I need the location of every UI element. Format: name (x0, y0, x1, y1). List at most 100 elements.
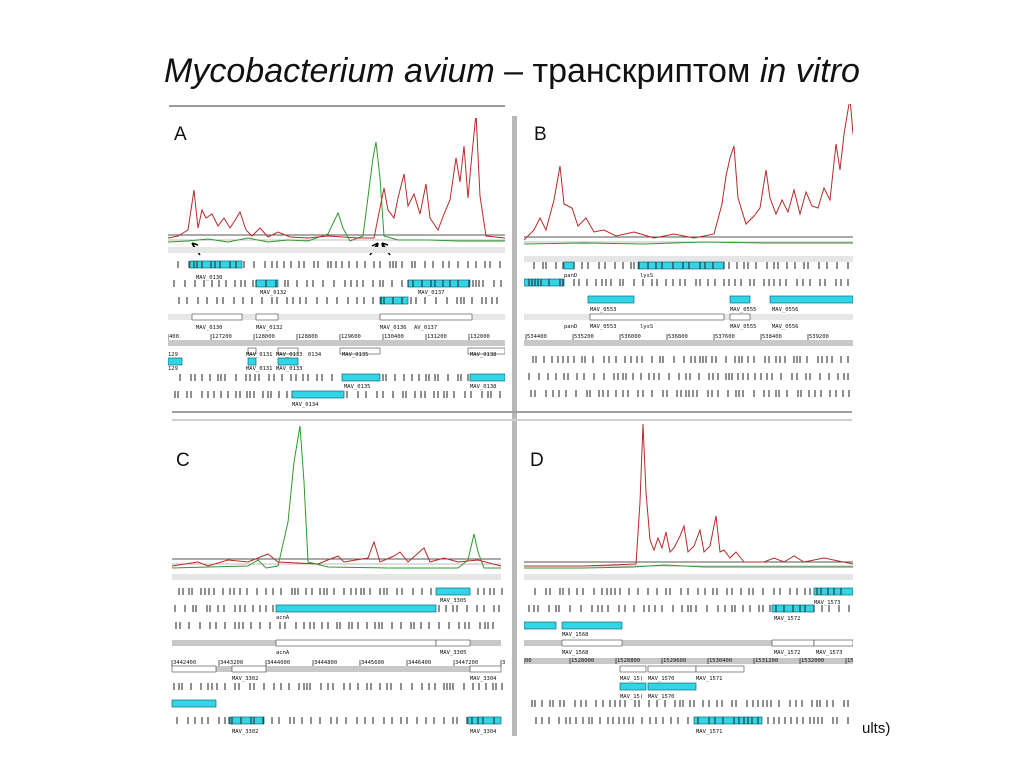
svg-text:MAV_1570: MAV_1570 (648, 694, 675, 700)
panel-a-figure: MAV_0130 MAV_0132 MAV_0137 MAV_0130 MAV_… (168, 118, 505, 408)
svg-text:MAV_0138: MAV_0138 (470, 352, 497, 358)
svg-text:MAV_0555: MAV_0555 (730, 324, 757, 330)
panel-a-tickrow-3 (178, 297, 498, 304)
caption-fragment: ults) (862, 720, 891, 737)
coord-label: 1532000 (801, 658, 824, 664)
svg-text:MAV_0556: MAV_0556 (772, 307, 799, 313)
coord-label: 536000 (621, 334, 641, 340)
coord-label: 1532800 (847, 658, 853, 664)
svg-text:MAV_3304: MAV_3304 (470, 729, 497, 735)
panel-b-coords: 534400 535200 536000 536800 537600 538400 5392… (525, 334, 829, 340)
panel-c-label: C (176, 450, 190, 471)
svg-text:MAV_3305: MAV_3305 (440, 598, 467, 604)
coord-label: 1529600 (663, 658, 686, 664)
panel-a-tickrow-4 (179, 374, 501, 381)
panel-d-coverage-plot (524, 423, 853, 569)
panel-a-gene-0136 (379, 296, 409, 305)
coord-label: 537600 (715, 334, 735, 340)
panel-c-coverage-plot (171, 425, 502, 569)
panel-b-tickrow-1 (533, 262, 849, 269)
title-word: транскриптом (532, 52, 751, 90)
panel-b-green-trace (524, 241, 853, 245)
panel-b-tickrow-4 (528, 373, 849, 380)
horizontal-divider (172, 411, 852, 413)
svg-text:MAV_0136: MAV_0136 (380, 325, 407, 331)
coord-label: 3447200 (455, 660, 478, 666)
svg-text:MAV_1570: MAV_1570 (648, 676, 675, 682)
svg-text:MAV_1572: MAV_1572 (774, 616, 801, 622)
panel-d-tickrow-2 (528, 605, 850, 612)
panel-b-tickrow-5 (530, 390, 850, 397)
title-condition: in vitro (759, 52, 860, 90)
svg-text:MAV_1571: MAV_1571 (696, 729, 723, 735)
coord-label: 1530400 (709, 658, 732, 664)
svg-text:MAV_0133: MAV_0133 (276, 352, 303, 358)
svg-text:MAV_3305: MAV_3305 (440, 650, 467, 656)
coord-label: 400 (169, 334, 179, 340)
panel-a: A MAV_0130 MAV_0132 MAV_0137 MAV_0130 (168, 118, 505, 410)
svg-text:MAV_1572: MAV_1572 (774, 650, 801, 656)
svg-text:MAV_15(: MAV_15( (620, 694, 643, 700)
coord-label: 535200 (574, 334, 594, 340)
panel-c-red-trace (171, 540, 502, 567)
horizontal-divider-2 (172, 419, 852, 421)
coord-label: 3445600 (361, 660, 384, 666)
svg-text:MAV_0133: MAV_0133 (276, 366, 303, 372)
svg-text:panD: panD (564, 324, 577, 330)
coord-label: 1531200 (755, 658, 778, 664)
panel-d-red-trace (524, 423, 853, 567)
coord-label: 131200 (427, 334, 447, 340)
svg-text:MAV_0131: MAV_0131 (246, 366, 273, 372)
panel-a-gene-0130 (189, 260, 243, 269)
coord-label: 129600 (341, 334, 361, 340)
panel-b-coord-axis (524, 340, 853, 346)
panel-c-tickrow-3 (175, 622, 494, 629)
coord-label: 130400 (384, 334, 404, 340)
panel-a-coords: 400 127200 128000 128800 129600 130400 131200 1… (168, 334, 490, 340)
panel-c-green-trace (171, 425, 501, 569)
coord-label: 127200 (212, 334, 232, 340)
svg-text:MAV_0135: MAV_0135 (342, 352, 369, 358)
svg-text:lysS: lysS (640, 324, 653, 330)
panel-c: C MAV_3305 acnA acnA MAV_3305 3442400 344… (168, 422, 505, 736)
svg-text:MAV_0138: MAV_0138 (470, 384, 497, 390)
panel-b-tickrow-3 (532, 356, 849, 363)
svg-text:129: 129 (168, 366, 178, 372)
panel-d-label: D (530, 450, 544, 471)
coord-label: 3448 (502, 660, 505, 666)
coord-label: 1528800 (617, 658, 640, 664)
panel-c-tickrow-4 (173, 683, 503, 690)
panel-d-tickrow-1 (534, 588, 842, 595)
coord-label: 00 (525, 658, 532, 664)
svg-text:lysS: lysS (640, 273, 653, 279)
coord-label: 3442400 (173, 660, 196, 666)
coord-label: 534400 (527, 334, 547, 340)
svg-text:MAV_0130: MAV_0130 (196, 325, 223, 331)
panel-a-label: A (174, 124, 187, 145)
svg-text:0134: 0134 (308, 352, 322, 358)
panel-b-label: B (534, 124, 547, 145)
coord-label: 3444800 (314, 660, 337, 666)
coord-label: 128800 (298, 334, 318, 340)
svg-text:MAV_3302: MAV_3302 (232, 676, 259, 682)
svg-text:MAV_0132: MAV_0132 (256, 325, 283, 331)
svg-text:MAV_0555: MAV_0555 (730, 307, 757, 313)
coord-label: 3443200 (220, 660, 243, 666)
panel-a-gene-0132 (255, 279, 279, 288)
coord-label: 538400 (762, 334, 782, 340)
panel-d-tickrow-4 (535, 717, 849, 724)
panel-b: B panD lysS MAV_0553 MAV_0555 MAV_0556 p… (524, 104, 853, 410)
svg-text:MAV_1568: MAV_1568 (562, 632, 589, 638)
svg-text:MAV_0556: MAV_0556 (772, 324, 799, 330)
panel-a-label-0132: MAV_0132 (260, 290, 287, 296)
slide-title: Mycobacterium avium – транскриптом in vi… (0, 52, 1024, 91)
panel-b-red-trace (524, 104, 853, 241)
panel-a-label-0130: MAV_0130 (196, 275, 223, 281)
svg-text:MAV_3304: MAV_3304 (470, 676, 497, 682)
panel-d-coords: 00 1528000 1528800 1529600 1530400 1531200 153… (524, 658, 853, 664)
coord-label: 536800 (668, 334, 688, 340)
svg-text:MAV_0135: MAV_0135 (344, 384, 371, 390)
panel-a-tickrow-1 (177, 261, 501, 268)
coord-label: 3444000 (267, 660, 290, 666)
panel-c-figure: MAV_3305 acnA acnA MAV_3305 3442400 34432… (171, 425, 505, 735)
